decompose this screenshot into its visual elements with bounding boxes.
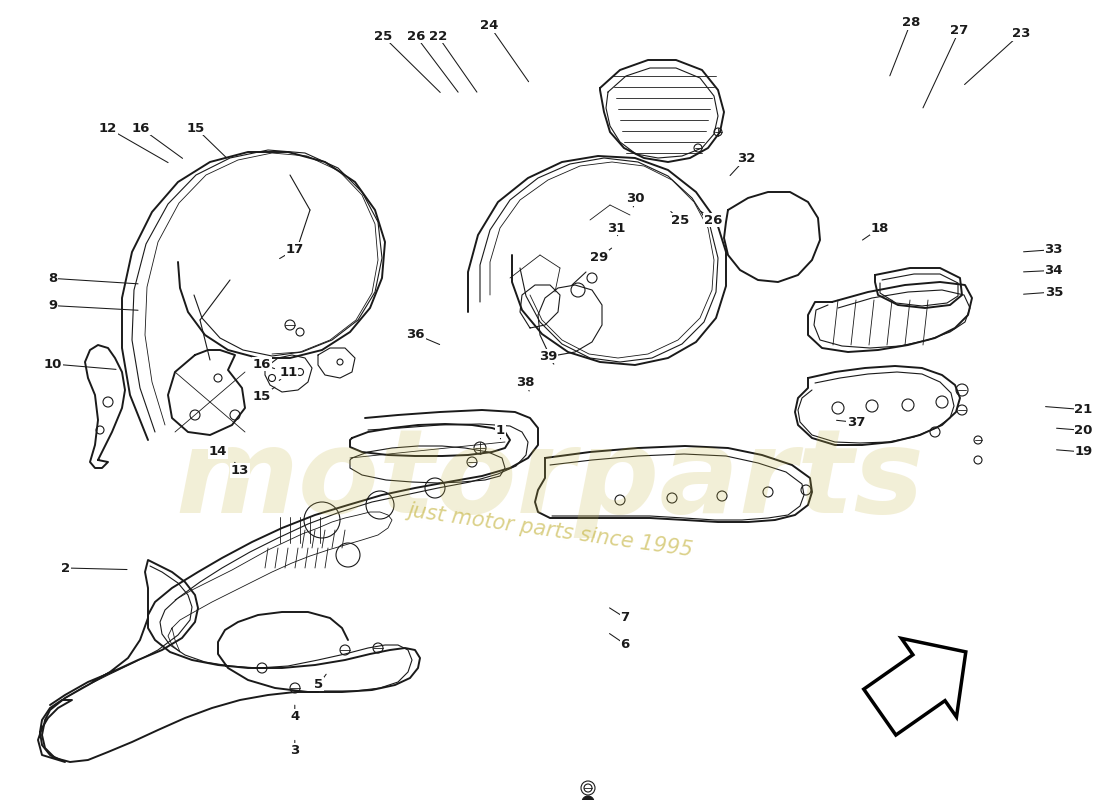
- Text: 15: 15: [253, 390, 271, 402]
- Text: 16: 16: [253, 358, 271, 370]
- Text: 17: 17: [286, 243, 304, 256]
- Text: 28: 28: [902, 16, 920, 29]
- Text: 19: 19: [1075, 446, 1092, 458]
- Text: 26: 26: [407, 30, 425, 42]
- Text: 2: 2: [62, 562, 70, 574]
- Text: 9: 9: [48, 299, 57, 312]
- Text: 6: 6: [620, 638, 629, 650]
- Text: 36: 36: [407, 328, 425, 341]
- Text: 32: 32: [737, 152, 755, 165]
- Text: 13: 13: [231, 464, 249, 477]
- Text: 8: 8: [48, 272, 57, 285]
- Text: 1: 1: [496, 424, 505, 437]
- Text: 21: 21: [1075, 403, 1092, 416]
- Text: 16: 16: [132, 122, 150, 134]
- Text: 38: 38: [517, 376, 535, 389]
- Polygon shape: [864, 638, 966, 735]
- Text: 34: 34: [1045, 264, 1063, 277]
- Text: 22: 22: [429, 30, 447, 42]
- Text: 29: 29: [591, 251, 608, 264]
- Text: 11: 11: [279, 366, 297, 378]
- Circle shape: [582, 796, 594, 800]
- Text: 18: 18: [871, 222, 889, 234]
- Text: 20: 20: [1075, 424, 1092, 437]
- Text: 12: 12: [99, 122, 117, 134]
- Text: 25: 25: [374, 30, 392, 42]
- Text: 10: 10: [44, 358, 62, 370]
- Text: 3: 3: [290, 744, 299, 757]
- Text: 26: 26: [704, 214, 722, 226]
- Text: 23: 23: [1012, 27, 1030, 40]
- Text: 33: 33: [1045, 243, 1063, 256]
- Text: motorparts: motorparts: [176, 422, 924, 538]
- Text: 5: 5: [315, 678, 323, 690]
- Text: 27: 27: [950, 24, 968, 37]
- Text: 31: 31: [607, 222, 625, 234]
- Text: just motor parts since 1995: just motor parts since 1995: [406, 500, 694, 560]
- Text: 25: 25: [671, 214, 689, 226]
- Text: 7: 7: [620, 611, 629, 624]
- Text: 4: 4: [290, 710, 299, 722]
- Text: 14: 14: [209, 446, 227, 458]
- Text: 24: 24: [481, 19, 498, 32]
- Text: 39: 39: [539, 350, 557, 362]
- Text: 30: 30: [627, 192, 645, 205]
- Text: 37: 37: [847, 416, 865, 429]
- Text: 35: 35: [1045, 286, 1063, 298]
- Text: 15: 15: [187, 122, 205, 134]
